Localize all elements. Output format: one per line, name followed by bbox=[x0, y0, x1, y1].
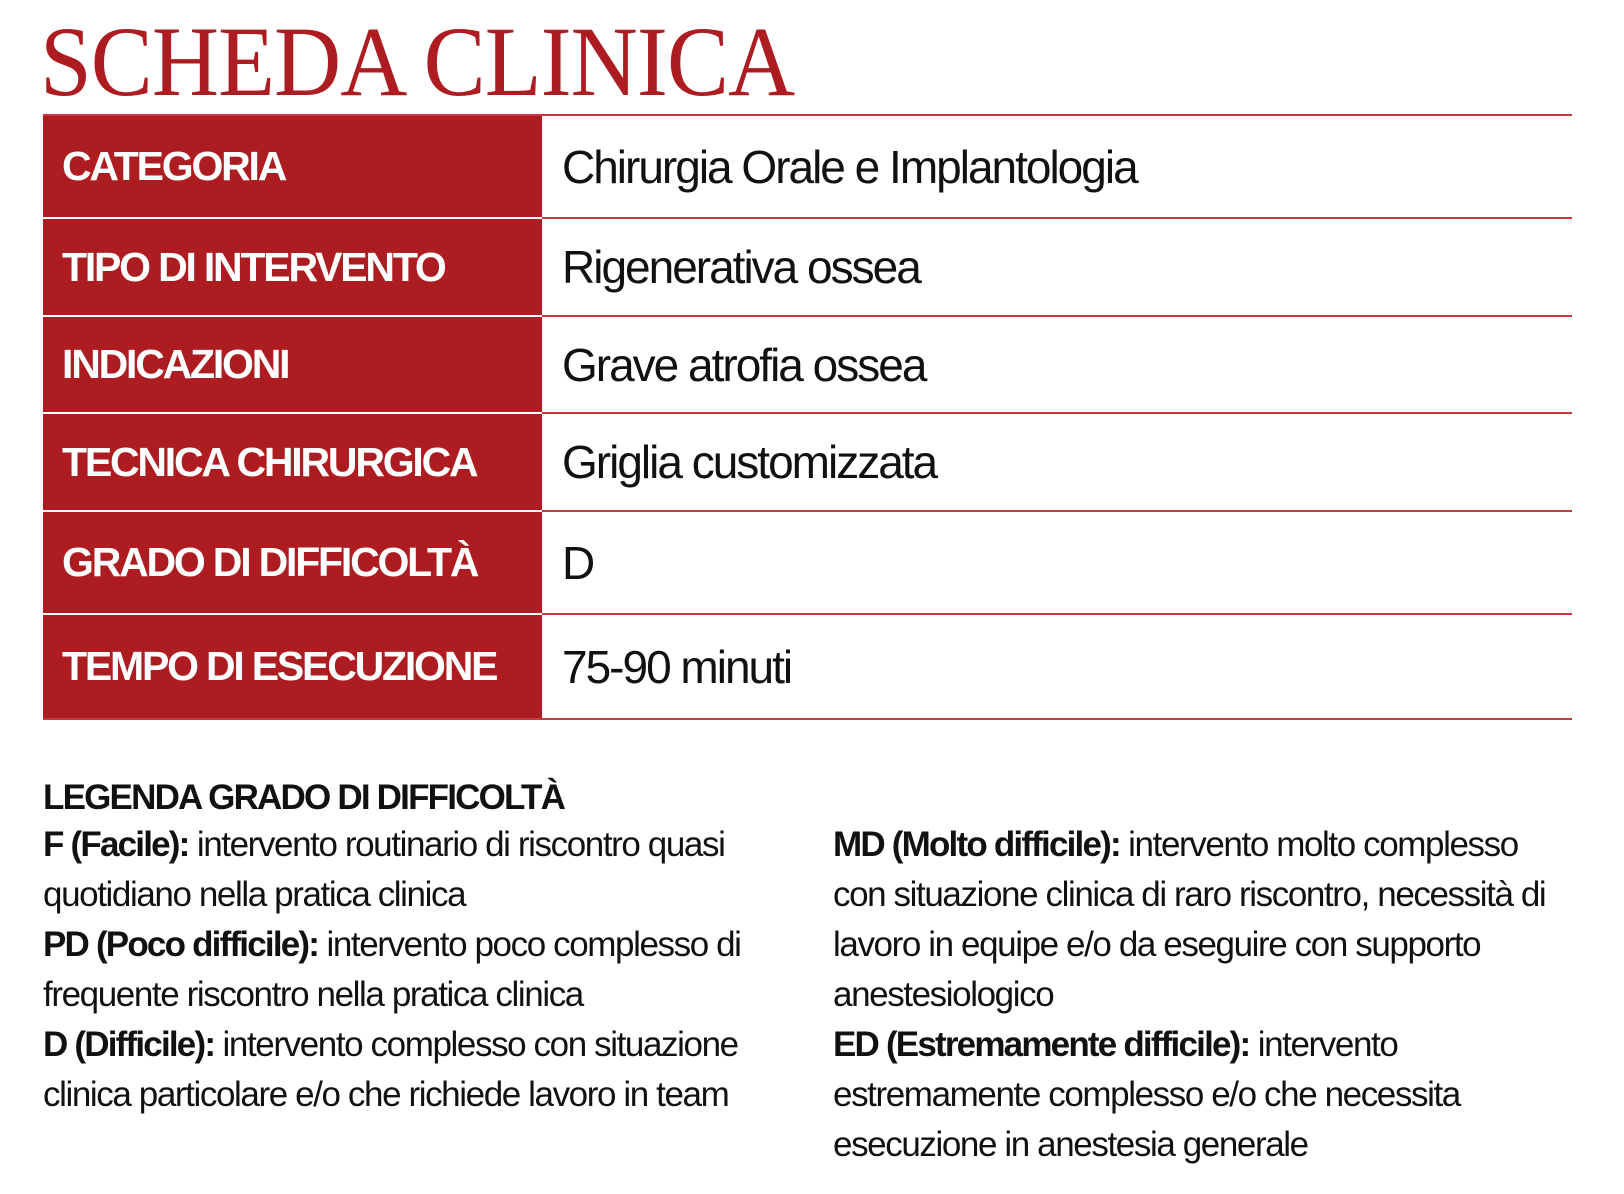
row-label: CATEGORIA bbox=[43, 116, 542, 219]
row-label: TIPO DI INTERVENTO bbox=[43, 219, 542, 317]
table-row-tecnica: TECNICA CHIRURGICA Griglia customizzata bbox=[43, 414, 1572, 512]
row-value: 75-90 minuti bbox=[562, 640, 793, 693]
legend-desc: intervento complesso con situazione clin… bbox=[43, 1025, 739, 1114]
table-row-tempo: TEMPO DI ESECUZIONE 75-90 minuti bbox=[43, 615, 1572, 720]
legend-desc: intervento estremamente complesso e/o ch… bbox=[833, 1025, 1461, 1164]
legend-desc: intervento molto complesso con situazion… bbox=[833, 825, 1547, 1014]
legend-entry-f: F (Facile): intervento routinario di ris… bbox=[43, 820, 833, 920]
legend-desc: intervento routinario di riscontro quasi… bbox=[43, 825, 726, 914]
row-label: INDICAZIONI bbox=[43, 317, 542, 414]
table-row-tipo-intervento: TIPO DI INTERVENTO Rigenerativa ossea bbox=[43, 219, 1572, 317]
clinical-info-table: CATEGORIA Chirurgia Orale e Implantologi… bbox=[43, 114, 1572, 720]
legend-term: MD (Molto difficile): bbox=[833, 825, 1122, 864]
legend-term: ED (Estremamente difficile): bbox=[833, 1025, 1251, 1064]
legend-term: PD (Poco difficile): bbox=[43, 925, 320, 964]
legend-title: LEGENDA GRADO DI DIFFICOLTÀ bbox=[43, 778, 566, 817]
legend-entry-pd: PD (Poco difficile): intervento poco com… bbox=[43, 920, 833, 1020]
table-row-indicazioni: INDICAZIONI Grave atrofia ossea bbox=[43, 317, 1572, 414]
legend-right-column: MD (Molto difficile): intervento molto c… bbox=[833, 820, 1553, 1170]
legend-entry-d: D (Difficile): intervento complesso con … bbox=[43, 1020, 833, 1120]
row-label: TEMPO DI ESECUZIONE bbox=[43, 615, 542, 718]
legend-term: D (Difficile): bbox=[43, 1025, 216, 1064]
row-value: Grave atrofia ossea bbox=[562, 338, 927, 391]
row-value: D bbox=[562, 536, 595, 589]
legend-entry-ed: ED (Estremamente difficile): intervento … bbox=[833, 1020, 1553, 1170]
legend-desc: intervento poco complesso di frequente r… bbox=[43, 925, 742, 1014]
row-label: GRADO DI DIFFICOLTÀ bbox=[43, 512, 542, 615]
row-value: Chirurgia Orale e Implantologia bbox=[562, 140, 1139, 193]
legend-term: F (Facile): bbox=[43, 825, 190, 864]
page-title: SCHEDA CLINICA bbox=[40, 6, 795, 117]
legend-entry-md: MD (Molto difficile): intervento molto c… bbox=[833, 820, 1553, 1020]
row-value: Griglia customizzata bbox=[562, 436, 938, 488]
table-row-categoria: CATEGORIA Chirurgia Orale e Implantologi… bbox=[43, 116, 1572, 219]
difficulty-legend: LEGENDA GRADO DI DIFFICOLTÀ F (Facile): … bbox=[43, 778, 1583, 1170]
legend-left-column: F (Facile): intervento routinario di ris… bbox=[43, 820, 833, 1170]
table-row-grado: GRADO DI DIFFICOLTÀ D bbox=[43, 512, 1572, 615]
row-value: Rigenerativa ossea bbox=[562, 241, 922, 293]
row-label: TECNICA CHIRURGICA bbox=[43, 414, 542, 512]
